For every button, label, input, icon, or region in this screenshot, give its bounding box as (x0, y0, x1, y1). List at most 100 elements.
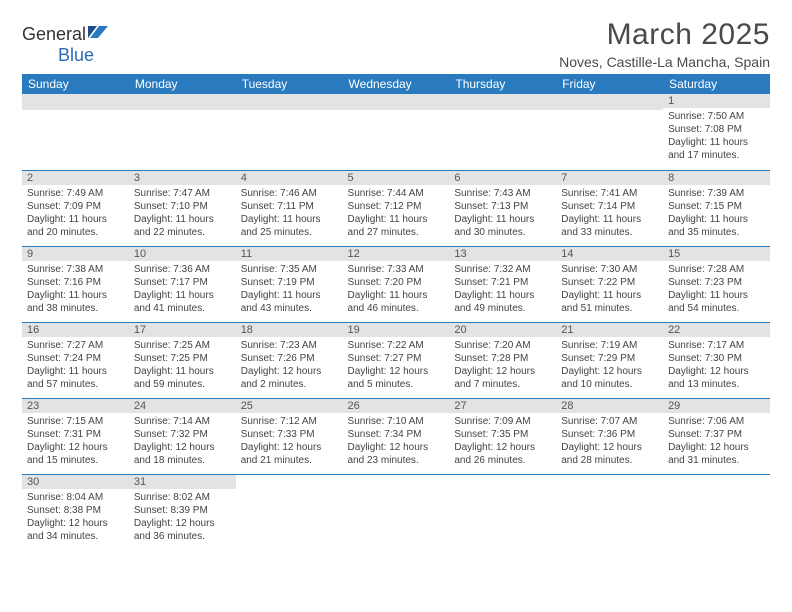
sunrise-text: Sunrise: 7:07 AM (561, 415, 658, 428)
daylight-text: Daylight: 12 hours and 18 minutes. (134, 441, 231, 467)
day-number: 31 (129, 475, 236, 489)
sunrise-text: Sunrise: 8:04 AM (27, 491, 124, 504)
weekday-header: Tuesday (236, 74, 343, 94)
sunset-text: Sunset: 7:13 PM (454, 200, 551, 213)
sunset-text: Sunset: 7:35 PM (454, 428, 551, 441)
day-number: 8 (663, 171, 770, 185)
sunrise-text: Sunrise: 7:36 AM (134, 263, 231, 276)
header: General Blue March 2025 Noves, Castille-… (22, 18, 770, 70)
day-body: Sunrise: 7:17 AMSunset: 7:30 PMDaylight:… (663, 337, 770, 395)
weekday-header: Saturday (663, 74, 770, 94)
daylight-text: Daylight: 11 hours and 41 minutes. (134, 289, 231, 315)
calendar-week-row: 9Sunrise: 7:38 AMSunset: 7:16 PMDaylight… (22, 246, 770, 322)
sunrise-text: Sunrise: 7:43 AM (454, 187, 551, 200)
daylight-text: Daylight: 11 hours and 43 minutes. (241, 289, 338, 315)
sunset-text: Sunset: 7:20 PM (348, 276, 445, 289)
sunset-text: Sunset: 7:08 PM (668, 123, 765, 136)
day-body: Sunrise: 7:25 AMSunset: 7:25 PMDaylight:… (129, 337, 236, 395)
sunset-text: Sunset: 7:34 PM (348, 428, 445, 441)
sunset-text: Sunset: 7:30 PM (668, 352, 765, 365)
calendar-day-cell: 5Sunrise: 7:44 AMSunset: 7:12 PMDaylight… (343, 170, 450, 246)
day-number: 2 (22, 171, 129, 185)
calendar-day-cell: 24Sunrise: 7:14 AMSunset: 7:32 PMDayligh… (129, 398, 236, 474)
calendar-day-cell: 2Sunrise: 7:49 AMSunset: 7:09 PMDaylight… (22, 170, 129, 246)
calendar-day-cell (663, 474, 770, 550)
sunrise-text: Sunrise: 7:38 AM (27, 263, 124, 276)
sunset-text: Sunset: 7:36 PM (561, 428, 658, 441)
weekday-header: Monday (129, 74, 236, 94)
day-number-empty (556, 94, 663, 110)
sunset-text: Sunset: 8:39 PM (134, 504, 231, 517)
day-number-empty (236, 94, 343, 110)
day-body: Sunrise: 7:10 AMSunset: 7:34 PMDaylight:… (343, 413, 450, 471)
calendar-day-cell (343, 474, 450, 550)
sunrise-text: Sunrise: 7:27 AM (27, 339, 124, 352)
sunrise-text: Sunrise: 7:41 AM (561, 187, 658, 200)
calendar-table: SundayMondayTuesdayWednesdayThursdayFrid… (22, 74, 770, 550)
day-body: Sunrise: 7:14 AMSunset: 7:32 PMDaylight:… (129, 413, 236, 471)
calendar-day-cell: 23Sunrise: 7:15 AMSunset: 7:31 PMDayligh… (22, 398, 129, 474)
calendar-week-row: 23Sunrise: 7:15 AMSunset: 7:31 PMDayligh… (22, 398, 770, 474)
sunset-text: Sunset: 7:22 PM (561, 276, 658, 289)
sunset-text: Sunset: 7:15 PM (668, 200, 765, 213)
calendar-day-cell (556, 474, 663, 550)
calendar-day-cell (22, 94, 129, 170)
daylight-text: Daylight: 11 hours and 22 minutes. (134, 213, 231, 239)
calendar-day-cell: 26Sunrise: 7:10 AMSunset: 7:34 PMDayligh… (343, 398, 450, 474)
weekday-header-row: SundayMondayTuesdayWednesdayThursdayFrid… (22, 74, 770, 94)
daylight-text: Daylight: 11 hours and 27 minutes. (348, 213, 445, 239)
calendar-day-cell: 12Sunrise: 7:33 AMSunset: 7:20 PMDayligh… (343, 246, 450, 322)
day-body: Sunrise: 7:36 AMSunset: 7:17 PMDaylight:… (129, 261, 236, 319)
daylight-text: Daylight: 11 hours and 46 minutes. (348, 289, 445, 315)
day-body: Sunrise: 8:02 AMSunset: 8:39 PMDaylight:… (129, 489, 236, 547)
daylight-text: Daylight: 11 hours and 38 minutes. (27, 289, 124, 315)
day-body: Sunrise: 7:06 AMSunset: 7:37 PMDaylight:… (663, 413, 770, 471)
sunrise-text: Sunrise: 7:28 AM (668, 263, 765, 276)
sunset-text: Sunset: 7:31 PM (27, 428, 124, 441)
day-number: 6 (449, 171, 556, 185)
calendar-day-cell: 1Sunrise: 7:50 AMSunset: 7:08 PMDaylight… (663, 94, 770, 170)
day-body: Sunrise: 7:32 AMSunset: 7:21 PMDaylight:… (449, 261, 556, 319)
sunset-text: Sunset: 7:14 PM (561, 200, 658, 213)
day-body: Sunrise: 7:20 AMSunset: 7:28 PMDaylight:… (449, 337, 556, 395)
calendar-day-cell (449, 94, 556, 170)
day-body: Sunrise: 7:41 AMSunset: 7:14 PMDaylight:… (556, 185, 663, 243)
sunset-text: Sunset: 7:19 PM (241, 276, 338, 289)
sunrise-text: Sunrise: 7:23 AM (241, 339, 338, 352)
day-body: Sunrise: 7:30 AMSunset: 7:22 PMDaylight:… (556, 261, 663, 319)
day-body: Sunrise: 7:44 AMSunset: 7:12 PMDaylight:… (343, 185, 450, 243)
day-number: 5 (343, 171, 450, 185)
calendar-day-cell: 29Sunrise: 7:06 AMSunset: 7:37 PMDayligh… (663, 398, 770, 474)
calendar-day-cell: 21Sunrise: 7:19 AMSunset: 7:29 PMDayligh… (556, 322, 663, 398)
day-number: 12 (343, 247, 450, 261)
daylight-text: Daylight: 12 hours and 13 minutes. (668, 365, 765, 391)
sunrise-text: Sunrise: 7:47 AM (134, 187, 231, 200)
daylight-text: Daylight: 12 hours and 10 minutes. (561, 365, 658, 391)
day-number: 25 (236, 399, 343, 413)
daylight-text: Daylight: 12 hours and 36 minutes. (134, 517, 231, 543)
daylight-text: Daylight: 12 hours and 28 minutes. (561, 441, 658, 467)
brand-logo: General Blue (22, 24, 110, 66)
calendar-day-cell (236, 94, 343, 170)
daylight-text: Daylight: 12 hours and 2 minutes. (241, 365, 338, 391)
daylight-text: Daylight: 12 hours and 7 minutes. (454, 365, 551, 391)
sunset-text: Sunset: 7:26 PM (241, 352, 338, 365)
day-body: Sunrise: 7:15 AMSunset: 7:31 PMDaylight:… (22, 413, 129, 471)
calendar-day-cell: 17Sunrise: 7:25 AMSunset: 7:25 PMDayligh… (129, 322, 236, 398)
calendar-day-cell (556, 94, 663, 170)
day-body: Sunrise: 8:04 AMSunset: 8:38 PMDaylight:… (22, 489, 129, 547)
day-number-empty (22, 94, 129, 110)
day-body: Sunrise: 7:27 AMSunset: 7:24 PMDaylight:… (22, 337, 129, 395)
sunset-text: Sunset: 7:17 PM (134, 276, 231, 289)
calendar-week-row: 2Sunrise: 7:49 AMSunset: 7:09 PMDaylight… (22, 170, 770, 246)
calendar-day-cell: 13Sunrise: 7:32 AMSunset: 7:21 PMDayligh… (449, 246, 556, 322)
sunrise-text: Sunrise: 7:14 AM (134, 415, 231, 428)
sunrise-text: Sunrise: 7:35 AM (241, 263, 338, 276)
location-text: Noves, Castille-La Mancha, Spain (559, 54, 770, 70)
weekday-header: Wednesday (343, 74, 450, 94)
sunset-text: Sunset: 7:33 PM (241, 428, 338, 441)
day-body: Sunrise: 7:38 AMSunset: 7:16 PMDaylight:… (22, 261, 129, 319)
day-number: 19 (343, 323, 450, 337)
sunrise-text: Sunrise: 8:02 AM (134, 491, 231, 504)
daylight-text: Daylight: 11 hours and 30 minutes. (454, 213, 551, 239)
